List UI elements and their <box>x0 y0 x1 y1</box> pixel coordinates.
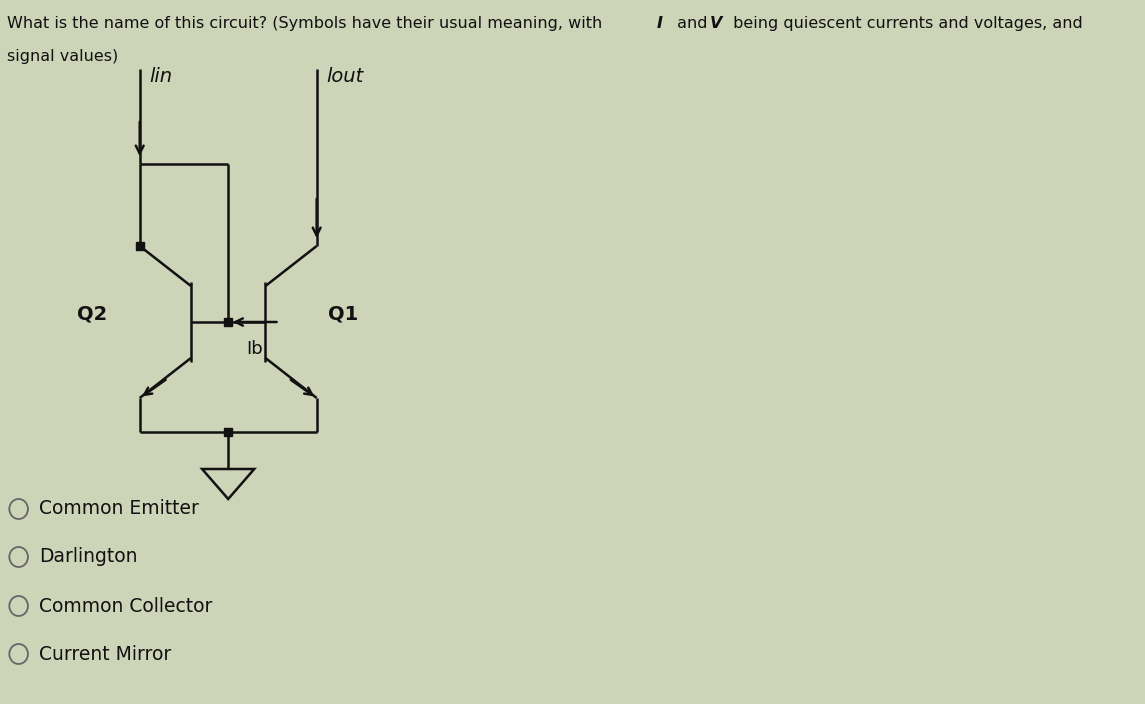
Text: Common Collector: Common Collector <box>39 596 213 615</box>
Text: signal values): signal values) <box>8 49 119 64</box>
Text: Q2: Q2 <box>77 305 108 324</box>
Text: being quiescent currents and voltages, and: being quiescent currents and voltages, a… <box>728 16 1088 31</box>
Text: I: I <box>656 16 663 31</box>
Text: Common Emitter: Common Emitter <box>39 500 199 519</box>
Text: and: and <box>672 16 713 31</box>
Text: What is the name of this circuit? (Symbols have their usual meaning, with: What is the name of this circuit? (Symbo… <box>8 16 608 31</box>
Text: lout: lout <box>326 67 363 86</box>
Text: Ib: Ib <box>246 340 262 358</box>
Text: V: V <box>710 16 722 31</box>
Text: Current Mirror: Current Mirror <box>39 644 172 663</box>
Text: Q1: Q1 <box>327 305 358 324</box>
Text: Darlington: Darlington <box>39 548 137 567</box>
Text: lin: lin <box>149 67 172 86</box>
